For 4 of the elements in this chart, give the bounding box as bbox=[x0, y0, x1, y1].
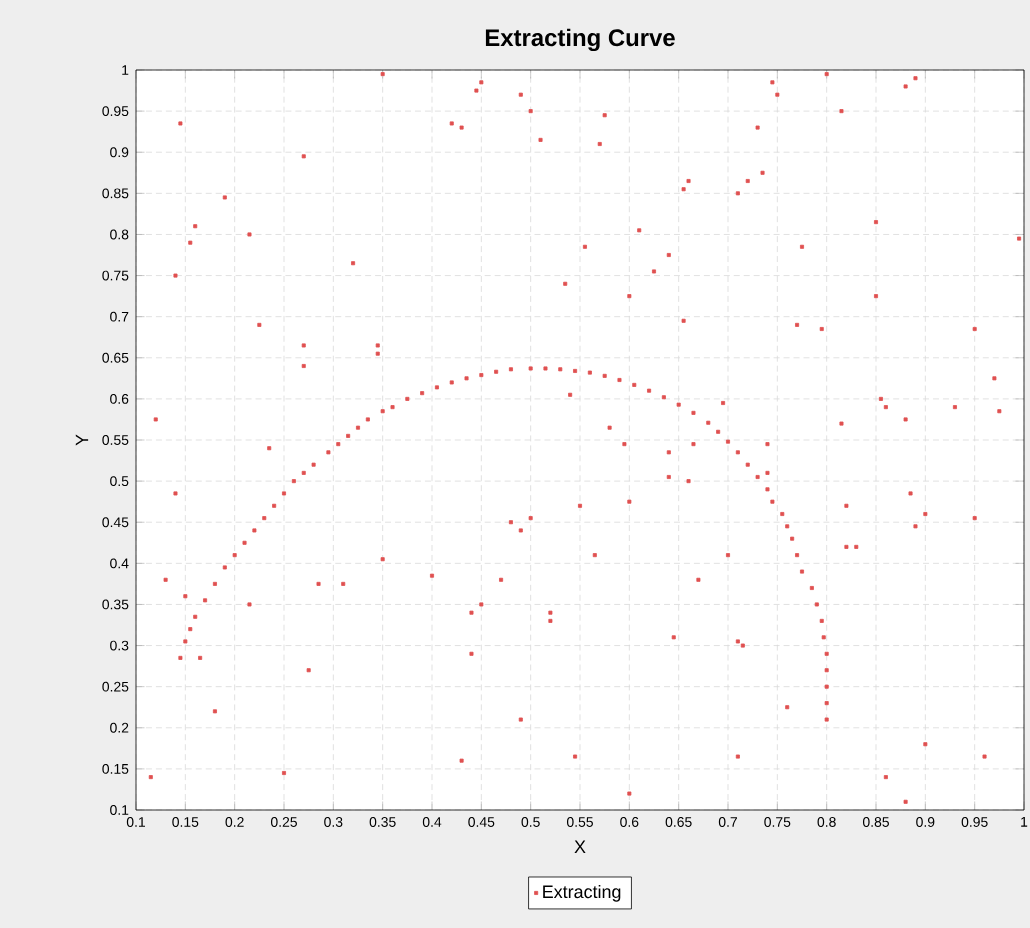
x-axis-title: X bbox=[574, 840, 586, 853]
y-axis-title: Y bbox=[75, 434, 89, 446]
legend-label: Extracting bbox=[543, 884, 621, 902]
chart-title: Extracting Curve bbox=[485, 28, 675, 52]
